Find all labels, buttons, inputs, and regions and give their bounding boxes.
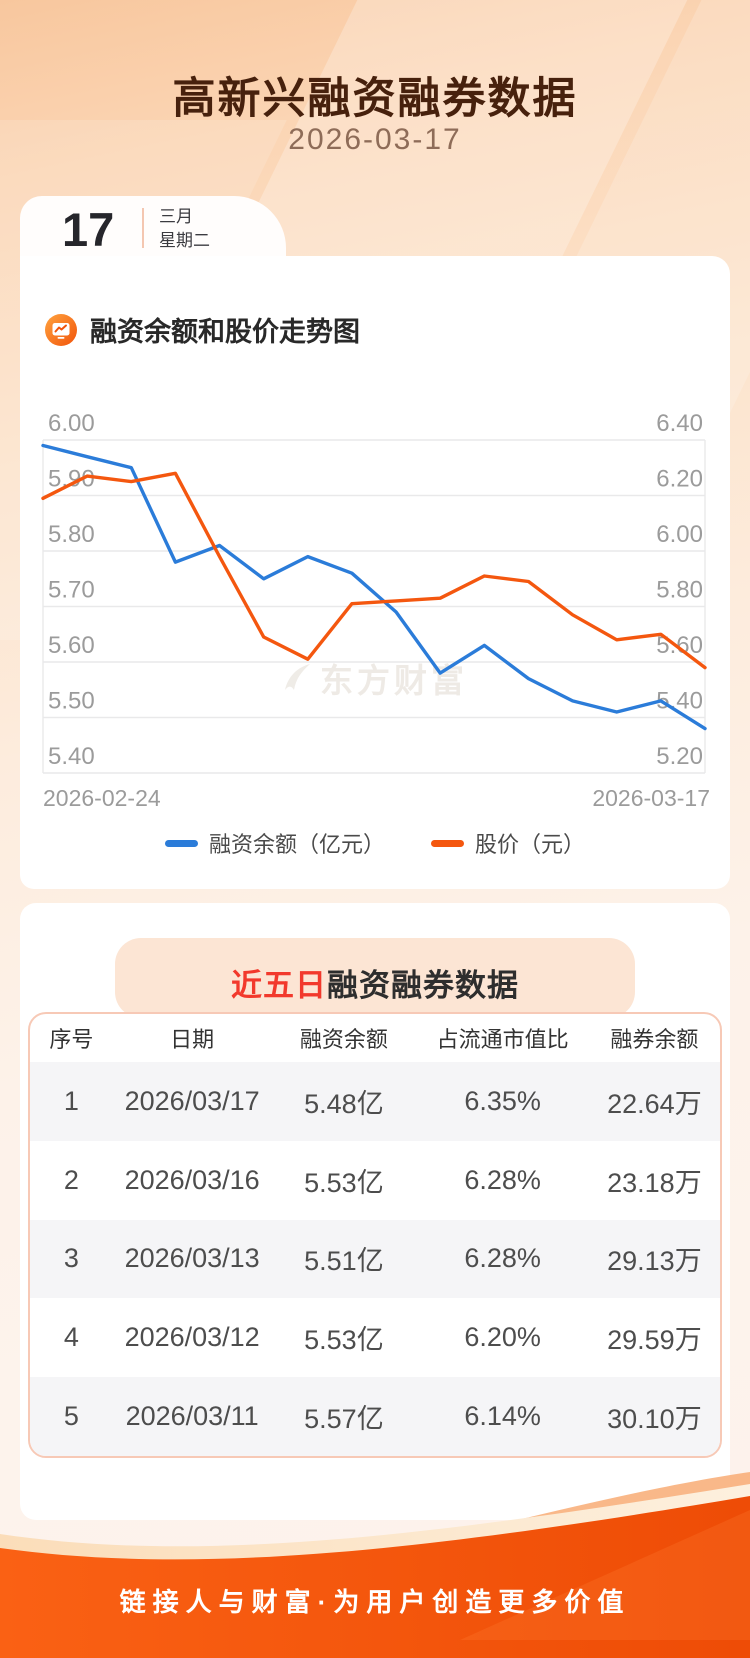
left-axis-tick: 5.80 xyxy=(48,521,95,548)
calendar-info: 三月 星期二 xyxy=(159,205,210,253)
table-cell: 22.64万 xyxy=(607,1088,702,1119)
table-cell: 30.10万 xyxy=(607,1404,702,1435)
table-cell: 1 xyxy=(63,1085,79,1116)
table-cell: 6.28% xyxy=(464,1164,541,1195)
right-axis-tick: 5.80 xyxy=(656,577,703,604)
right-axis-tick: 6.40 xyxy=(656,410,703,437)
table-title: 近五日融资融券数据 xyxy=(115,960,635,1005)
legend-item: 融资余额（亿元） xyxy=(164,827,385,859)
trend-chart: 6.00 6.405.90 6.205.80 6.005.70 5.805.60 5.60… xyxy=(41,410,710,811)
left-axis-tick: 6.00 xyxy=(48,410,95,437)
table-cell: 2026/03/13 xyxy=(124,1243,260,1274)
table-cell: 6.20% xyxy=(464,1322,541,1353)
calendar-divider xyxy=(142,208,144,248)
table-row: 3 2026/03/13 5.51亿 6.28% 29.13万 xyxy=(30,1219,720,1299)
table-row: 2 2026/03/16 5.53亿 6.28% 23.18万 xyxy=(30,1141,720,1220)
left-axis-tick: 5.90 xyxy=(48,466,95,493)
table-header-cell: 融券余额 xyxy=(610,1027,699,1052)
monitor-chart-icon xyxy=(45,313,77,346)
table-cell: 3 xyxy=(63,1243,79,1274)
right-axis-tick: 6.20 xyxy=(656,466,703,493)
table-cell: 2 xyxy=(63,1164,79,1195)
table-title-highlight: 近五日 xyxy=(231,968,327,1003)
table-header-cell: 日期 xyxy=(170,1027,215,1052)
table-cell: 5.51亿 xyxy=(304,1246,384,1277)
legend-swatch xyxy=(164,839,198,847)
report-date: 2026-03-17 xyxy=(288,123,462,156)
table-cell: 6.28% xyxy=(464,1243,541,1274)
x-axis-end-label: 2026-03-17 xyxy=(592,785,710,811)
chart-section-header: 融资余额和股价走势图 xyxy=(45,310,360,349)
table-cell: 2026/03/11 xyxy=(125,1401,259,1432)
series-line xyxy=(41,471,707,670)
table-cell: 5.53亿 xyxy=(304,1167,384,1198)
table-header-cell: 占流通市值比 xyxy=(436,1027,569,1052)
series-line xyxy=(41,443,707,731)
table-row: 1 2026/03/17 5.48亿 6.35% 22.64万 xyxy=(30,1062,720,1141)
table-header-row: 序号 日期 融资余额 占流通市值比 融券余额 xyxy=(30,1014,720,1062)
footer-slogan: 链接人与财富·为用户创造更多价值 xyxy=(119,1587,631,1617)
right-axis-tick: 6.00 xyxy=(656,521,703,548)
eastmoney-logo-icon xyxy=(285,664,310,690)
left-axis-tick: 5.40 xyxy=(48,743,95,770)
left-axis-tick: 5.60 xyxy=(48,632,95,659)
calendar-card: 17 三月 星期二 xyxy=(20,196,286,258)
table-header-cell: 融资余额 xyxy=(299,1027,388,1052)
table-row: 5 2026/03/11 5.57亿 6.14% 30.10万 xyxy=(30,1377,720,1456)
margin-data-table: 序号 日期 融资余额 占流通市值比 融券余额 1 2026/03/17 5.48亿 6.35%… xyxy=(28,1012,722,1458)
footer-wave xyxy=(0,1472,750,1658)
calendar-month: 三月 xyxy=(159,207,193,226)
table-cell: 2026/03/16 xyxy=(124,1164,260,1195)
legend-label: 股价（元） xyxy=(475,832,586,857)
table-cell: 4 xyxy=(63,1322,79,1353)
table-cell: 5.57亿 xyxy=(304,1404,384,1435)
table-title-rest: 融资融券数据 xyxy=(327,968,519,1003)
table-cell: 5 xyxy=(63,1401,79,1432)
chart-card: 融资余额和股价走势图 东方财富 6.00 6.40 5.90 6.20 5.80 6.00… xyxy=(20,256,730,889)
table-cell: 23.18万 xyxy=(607,1167,702,1198)
page-title: 高新兴融资融券数据 xyxy=(172,75,578,123)
left-axis-tick: 5.70 xyxy=(48,577,95,604)
legend-label: 融资余额（亿元） xyxy=(208,832,385,857)
chart-section-title: 融资余额和股价走势图 xyxy=(90,317,360,347)
legend-item: 股价（元） xyxy=(431,827,585,859)
table-cell: 29.59万 xyxy=(607,1325,702,1356)
chart-legend: 融资余额（亿元） 股价（元） xyxy=(20,828,730,858)
calendar-weekday: 星期二 xyxy=(159,231,210,250)
table-cell: 5.53亿 xyxy=(304,1325,384,1356)
calendar-day: 17 xyxy=(62,203,115,256)
legend-swatch xyxy=(431,839,464,847)
table-cell: 2026/03/12 xyxy=(124,1322,260,1353)
table-row: 4 2026/03/12 5.53亿 6.20% 29.59万 xyxy=(30,1298,720,1377)
eastmoney-watermark: 东方财富 xyxy=(20,654,730,702)
table-cell: 2026/03/17 xyxy=(124,1085,260,1116)
table-cell: 6.35% xyxy=(464,1085,541,1116)
left-axis-tick: 5.50 xyxy=(48,688,95,715)
table-title-pill: 近五日融资融券数据 xyxy=(115,938,635,1018)
table-header-cell: 序号 xyxy=(49,1027,94,1052)
table-cell: 5.48亿 xyxy=(304,1088,384,1119)
table-cell: 29.13万 xyxy=(607,1246,702,1277)
right-axis-tick: 5.20 xyxy=(656,743,703,770)
table-cell: 6.14% xyxy=(464,1401,541,1432)
x-axis-start-label: 2026-02-24 xyxy=(43,785,161,811)
table-body: 1 2026/03/17 5.48亿 6.35% 22.64万 2 2026/03/16 5.… xyxy=(30,1062,720,1456)
